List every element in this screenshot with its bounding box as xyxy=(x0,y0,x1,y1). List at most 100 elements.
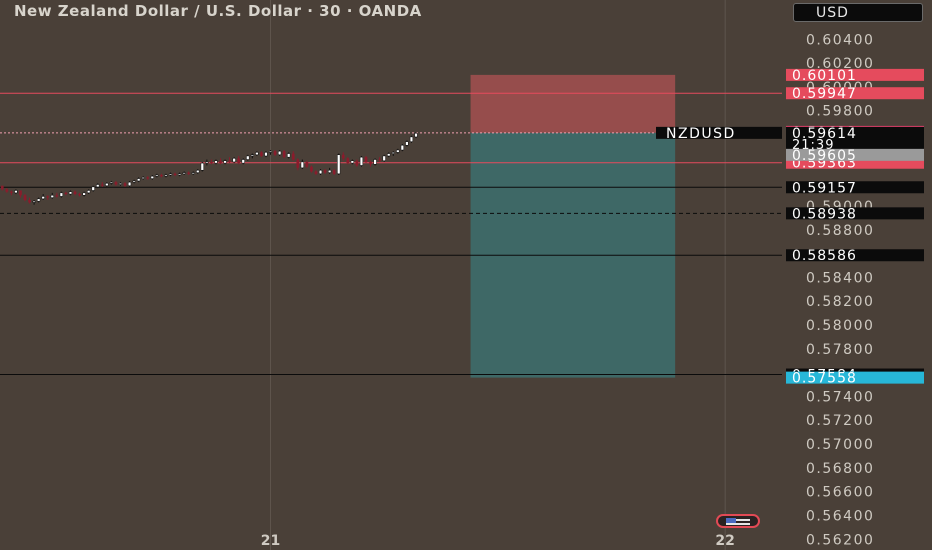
candle-body xyxy=(23,195,27,200)
candle-body xyxy=(382,155,386,161)
candle-body xyxy=(378,159,381,161)
candle-body xyxy=(177,173,182,176)
candle-body xyxy=(346,158,350,164)
candle-body xyxy=(273,151,277,155)
candle-body xyxy=(132,180,136,183)
candle-body xyxy=(137,178,141,182)
stop-price-label: 0.60101 xyxy=(792,68,857,84)
candle-body xyxy=(87,190,91,194)
candle-body xyxy=(160,175,163,177)
price-label: 0.59947 xyxy=(792,86,857,102)
chart-title: New Zealand Dollar / U.S. Dollar · 30 · … xyxy=(14,2,422,20)
y-axis-tick-label: 0.60200 xyxy=(806,56,874,72)
candle-body xyxy=(296,159,300,168)
candle-body xyxy=(155,174,159,177)
candle-body xyxy=(164,174,168,177)
y-axis-tick-label: 0.60400 xyxy=(806,32,874,48)
last-price-value: 0.59614 xyxy=(792,126,857,142)
candle-body xyxy=(214,160,218,164)
candle-body xyxy=(114,182,118,185)
candle-body xyxy=(268,150,273,153)
currency-selector-button[interactable]: USD xyxy=(793,3,923,22)
candle-body xyxy=(59,192,63,197)
candle-body xyxy=(109,181,114,184)
candle-body xyxy=(255,152,259,156)
target-price-label: 0.57558 xyxy=(792,371,857,387)
candle-body xyxy=(78,194,81,196)
candle-body xyxy=(0,185,4,190)
candle-body xyxy=(46,196,50,198)
candle-body xyxy=(82,192,86,196)
candle-body xyxy=(37,198,41,202)
candle-body xyxy=(73,191,77,195)
candle-body xyxy=(291,153,295,160)
candle-body xyxy=(364,157,368,162)
candle-body xyxy=(305,161,309,167)
us-flag-icon[interactable] xyxy=(716,514,760,528)
candle-body xyxy=(118,183,123,185)
y-axis-tick-label: 0.57400 xyxy=(806,389,874,405)
candle-body xyxy=(68,191,73,195)
stop-price-label-bg xyxy=(786,68,924,81)
candle-body xyxy=(32,200,36,203)
candle-body xyxy=(287,153,291,158)
candle-body xyxy=(373,159,377,165)
y-axis-tick-label: 0.58400 xyxy=(806,270,874,286)
entry-grey-bg xyxy=(786,148,924,161)
candle-body xyxy=(200,162,204,171)
candle-body xyxy=(310,166,313,172)
candle-body xyxy=(328,169,332,173)
candle-body xyxy=(323,170,327,173)
candle-body xyxy=(318,169,323,175)
candle-body xyxy=(96,184,100,188)
x-axis-tick-label: 21 xyxy=(261,533,280,549)
candle-body xyxy=(414,133,418,138)
y-axis-tick-label: 0.56400 xyxy=(806,508,874,524)
target-price-label-bg xyxy=(786,371,924,384)
price-label-bg xyxy=(786,181,924,194)
candle-body xyxy=(391,152,395,154)
candle-body xyxy=(14,190,18,194)
y-axis-tick-label: 0.58200 xyxy=(806,294,874,310)
y-axis-tick-label: 0.56200 xyxy=(806,532,874,548)
candle-body xyxy=(191,172,195,175)
candle-body xyxy=(210,161,213,164)
y-axis-tick-label: 0.56600 xyxy=(806,485,874,501)
price-label-bg xyxy=(786,87,924,100)
candle-body xyxy=(182,172,186,175)
candle-body xyxy=(196,169,200,173)
candle-body xyxy=(405,141,409,146)
candle-body xyxy=(105,183,109,186)
price-label: 0.58938 xyxy=(792,206,857,222)
candle-body xyxy=(350,160,354,164)
candle-body xyxy=(205,161,209,164)
candle-body xyxy=(219,160,222,164)
candle-body xyxy=(260,152,263,156)
candle-body xyxy=(396,149,400,153)
candle-body xyxy=(141,177,145,179)
candle-body xyxy=(232,158,236,163)
candle-body xyxy=(123,183,127,186)
candle-body xyxy=(19,190,22,196)
symbol-tag: NZDUSD xyxy=(666,126,736,142)
candle-body xyxy=(246,155,250,160)
candle-body xyxy=(337,154,341,175)
candle-body xyxy=(264,152,268,157)
candle-body xyxy=(146,177,150,179)
candle-body xyxy=(10,191,13,193)
candle-body xyxy=(55,195,59,197)
y-axis-tick-label: 0.57800 xyxy=(806,342,874,358)
candle-body xyxy=(409,136,414,142)
candle-body xyxy=(41,196,45,200)
candle-body xyxy=(127,181,132,186)
symbol-tag-bg xyxy=(656,126,782,139)
candle-body xyxy=(359,156,364,166)
candle-body xyxy=(173,173,177,175)
candle-body xyxy=(228,160,231,162)
candle-body xyxy=(187,172,191,174)
candle-body xyxy=(241,159,245,164)
entry-price-label: 0.59605 xyxy=(792,148,857,164)
y-axis-tick-label: 0.57000 xyxy=(806,437,874,453)
candle-body xyxy=(387,153,391,157)
